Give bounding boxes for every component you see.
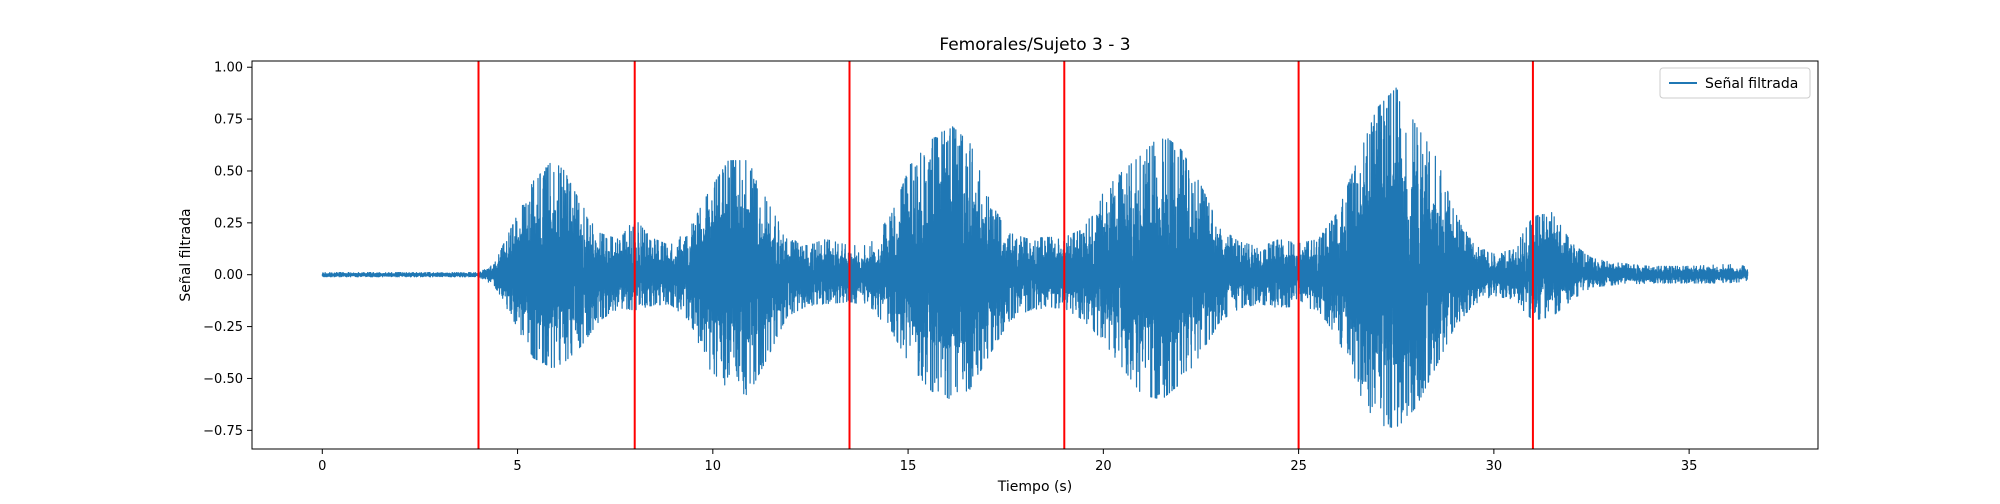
x-tick-label: 0 — [318, 459, 326, 474]
y-tick-label: 0.50 — [214, 164, 243, 179]
signal-line — [321, 87, 1749, 428]
x-tick-label: 25 — [1290, 459, 1307, 474]
x-tick-label: 20 — [1095, 459, 1112, 474]
legend-box — [1659, 67, 1811, 99]
legend-entry: Señal filtrada — [1705, 76, 1798, 92]
x-tick-label: 35 — [1681, 459, 1698, 474]
x-tick-label: 5 — [513, 459, 521, 474]
y-tick-label: 0.75 — [214, 113, 243, 128]
y-tick-label: 0.00 — [214, 268, 243, 283]
x-tick-label: 15 — [900, 459, 917, 474]
y-tick-label: −0.25 — [203, 320, 243, 335]
x-tick-label: 30 — [1486, 459, 1503, 474]
y-tick-label: 0.25 — [214, 216, 243, 231]
y-tick-label: −0.75 — [203, 424, 243, 439]
y-tick-label: −0.50 — [203, 372, 243, 387]
plot-frame — [251, 60, 1819, 450]
x-axis: 0 5 10 15 20 25 30 35 — [318, 449, 1697, 474]
signal-layer — [321, 87, 1749, 428]
y-axis: 1.00 0.75 0.50 0.25 0.00 −0.25 −0.50 −0.75 — [203, 61, 252, 439]
chart-title: Femorales/Sujeto 3 - 3 — [939, 35, 1130, 55]
event-markers — [477, 61, 1534, 449]
x-tick-label: 10 — [705, 459, 722, 474]
x-axis-label: Tiempo (s) — [997, 479, 1072, 495]
y-axis-label: Señal filtrada — [178, 208, 194, 301]
legend: Señal filtrada — [1659, 67, 1811, 99]
y-tick-label: 1.00 — [214, 61, 243, 76]
